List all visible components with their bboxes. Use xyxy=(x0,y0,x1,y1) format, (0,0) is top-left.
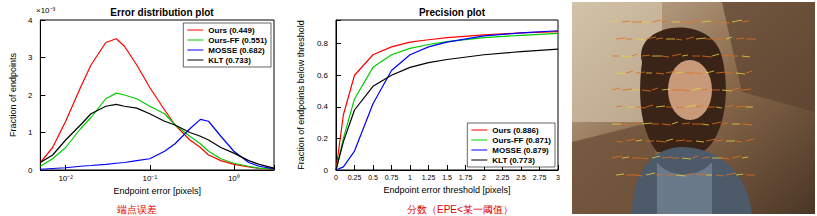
svg-text:0.4: 0.4 xyxy=(317,102,329,111)
svg-text:KLT (0.733): KLT (0.733) xyxy=(208,56,251,65)
svg-text:1: 1 xyxy=(28,128,33,137)
svg-text:10⁰: 10⁰ xyxy=(228,174,240,183)
svg-text:2: 2 xyxy=(482,174,486,181)
svg-text:1.5: 1.5 xyxy=(442,174,452,181)
svg-text:Error distribution plot: Error distribution plot xyxy=(110,7,214,18)
svg-text:Precision plot: Precision plot xyxy=(419,7,486,18)
svg-text:4: 4 xyxy=(28,16,33,25)
svg-text:3: 3 xyxy=(556,174,560,181)
svg-text:Endpoint error threshold [pixe: Endpoint error threshold [pixels] xyxy=(383,185,510,195)
svg-text:2.25: 2.25 xyxy=(496,174,510,181)
svg-text:2.5: 2.5 xyxy=(516,174,526,181)
svg-text:KLT (0.773): KLT (0.773) xyxy=(492,156,535,165)
svg-text:0.25: 0.25 xyxy=(348,174,362,181)
svg-text:1.75: 1.75 xyxy=(459,174,473,181)
svg-text:Ours-FF (0.871): Ours-FF (0.871) xyxy=(492,136,551,145)
svg-text:0.8: 0.8 xyxy=(317,39,329,48)
svg-text:端点误差: 端点误差 xyxy=(117,204,157,215)
svg-text:MOSSE (0.879): MOSSE (0.879) xyxy=(492,146,549,155)
svg-text:Endpoint error [pixels]: Endpoint error [pixels] xyxy=(113,186,201,196)
svg-text:0: 0 xyxy=(28,166,33,175)
svg-text:Ours (0.449): Ours (0.449) xyxy=(208,26,255,35)
svg-text:Fraction of endpoints: Fraction of endpoints xyxy=(8,52,18,137)
svg-text:分数（EPE<某一阈值）: 分数（EPE<某一阈值） xyxy=(407,204,513,215)
svg-text:0: 0 xyxy=(324,166,329,175)
svg-text:10⁻²: 10⁻² xyxy=(58,174,73,183)
svg-text:0: 0 xyxy=(334,174,338,181)
svg-text:×10⁻³: ×10⁻³ xyxy=(36,6,56,15)
svg-text:10⁻¹: 10⁻¹ xyxy=(142,174,157,183)
svg-text:2: 2 xyxy=(28,91,33,100)
svg-text:0.75: 0.75 xyxy=(385,174,399,181)
svg-text:Fraction of endpoints below th: Fraction of endpoints below threshold xyxy=(296,20,306,170)
svg-text:0.6: 0.6 xyxy=(317,71,329,80)
svg-text:Ours (0.886): Ours (0.886) xyxy=(492,126,539,135)
svg-text:0.2: 0.2 xyxy=(317,134,329,143)
svg-text:2.75: 2.75 xyxy=(533,174,547,181)
svg-text:3: 3 xyxy=(28,53,33,62)
svg-text:Ours-FF (0.551): Ours-FF (0.551) xyxy=(208,36,267,45)
svg-text:1: 1 xyxy=(408,174,412,181)
svg-text:1.25: 1.25 xyxy=(422,174,436,181)
svg-text:MOSSE (0.682): MOSSE (0.682) xyxy=(208,46,265,55)
svg-text:0.5: 0.5 xyxy=(368,174,378,181)
